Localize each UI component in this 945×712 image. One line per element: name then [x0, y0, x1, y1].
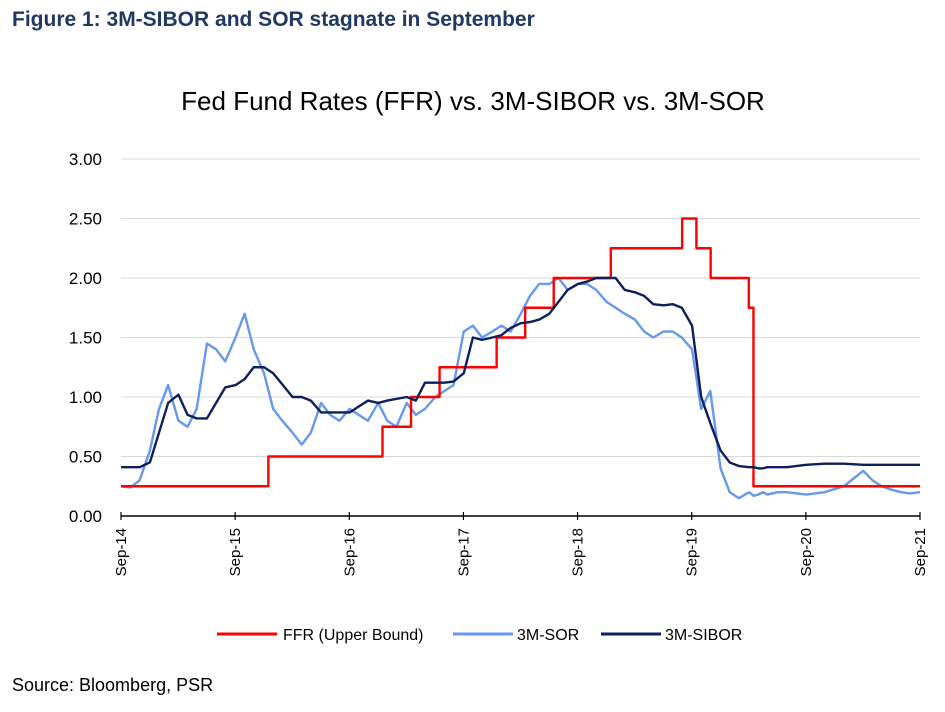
- y-tick-label: 2.00: [69, 269, 102, 288]
- x-tick-label: Sep-18: [570, 528, 587, 576]
- y-tick-label: 0.00: [69, 507, 102, 526]
- source-note: Source: Bloomberg, PSR: [12, 675, 214, 695]
- x-tick-label: Sep-20: [798, 528, 815, 576]
- legend-label-ffr: FFR (Upper Bound): [283, 627, 424, 644]
- y-tick-label: 1.00: [69, 388, 102, 407]
- x-tick-label: Sep-15: [227, 528, 244, 576]
- x-axis: Sep-14 Sep-15 Sep-16 Sep-17 Sep-18 Sep-19 Sep-…: [113, 512, 929, 576]
- y-tick-label: 3.00: [69, 150, 102, 169]
- series-lines: [120, 217, 921, 500]
- x-tick-label: Sep-17: [455, 528, 472, 576]
- legend-label-sibor: 3M-SIBOR: [665, 627, 742, 644]
- y-tick-label: 2.50: [69, 210, 102, 229]
- y-tick-label: 0.50: [69, 448, 102, 467]
- series-line-sor: [120, 276, 921, 500]
- y-tick-label: 1.50: [69, 329, 102, 348]
- legend: FFR (Upper Bound) 3M-SOR 3M-SIBOR: [217, 627, 742, 644]
- x-tick-label: Sep-21: [912, 528, 929, 576]
- legend-label-sor: 3M-SOR: [517, 627, 579, 644]
- x-tick-label: Sep-16: [341, 528, 358, 576]
- y-axis-ticks: 0.00 0.50 1.00 1.50 2.00 2.50 3.00: [69, 150, 102, 526]
- chart-title: Fed Fund Rates (FFR) vs. 3M-SIBOR vs. 3M…: [181, 86, 765, 116]
- x-tick-label: Sep-19: [684, 528, 701, 576]
- series-line-ffr: [121, 217, 920, 488]
- gridlines: [121, 158, 920, 457]
- x-tick-label: Sep-14: [113, 528, 130, 576]
- figure-title: Figure 1: 3M-SIBOR and SOR stagnate in S…: [12, 8, 535, 31]
- series-line-sibor: [121, 276, 920, 470]
